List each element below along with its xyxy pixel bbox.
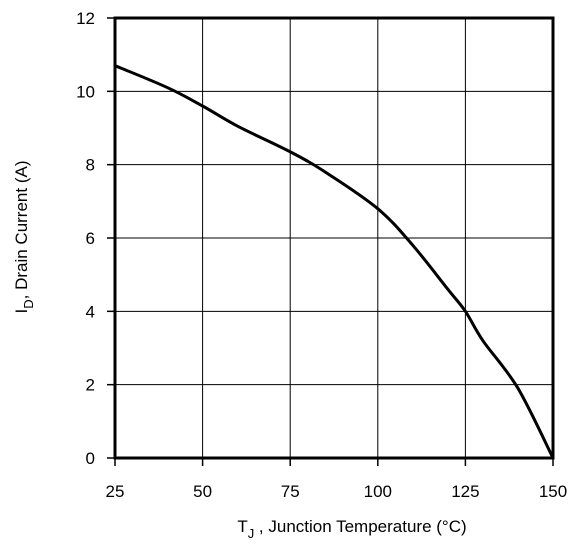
drain-current-line xyxy=(113,64,555,460)
grid xyxy=(115,18,553,458)
y-axis-title: ID, Drain Current (A) xyxy=(12,161,36,314)
x-axis-symbol: T xyxy=(237,517,247,536)
y-axis-subscript: D xyxy=(21,299,36,308)
y-tick-label: 10 xyxy=(76,82,95,101)
y-axis-label-rest: , Drain Current (A) xyxy=(12,161,31,300)
plot-frame xyxy=(113,16,555,460)
x-tick-label: 50 xyxy=(193,482,212,501)
x-tick-label: 75 xyxy=(281,482,300,501)
x-axis-title: TJ , Junction Temperature (°C) xyxy=(237,517,466,541)
y-tick-label: 0 xyxy=(86,449,95,468)
x-tick-label: 125 xyxy=(451,482,479,501)
x-tick-label: 150 xyxy=(539,482,567,501)
tick-labels: 25 50 75 100 125 150 0 2 4 6 8 10 12 xyxy=(76,9,567,501)
y-tick-label: 6 xyxy=(86,229,95,248)
y-axis-symbol: I xyxy=(12,309,31,314)
y-tick-label: 4 xyxy=(86,302,95,321)
y-tick-label: 12 xyxy=(76,9,95,28)
ticks xyxy=(107,17,554,466)
series-group xyxy=(113,64,555,460)
x-axis-label-rest: , Junction Temperature (°C) xyxy=(254,517,466,536)
x-tick-label: 100 xyxy=(364,482,392,501)
y-tick-label: 2 xyxy=(86,376,95,395)
x-tick-label: 25 xyxy=(106,482,125,501)
y-tick-label: 8 xyxy=(86,156,95,175)
x-axis-subscript: J xyxy=(248,526,255,541)
